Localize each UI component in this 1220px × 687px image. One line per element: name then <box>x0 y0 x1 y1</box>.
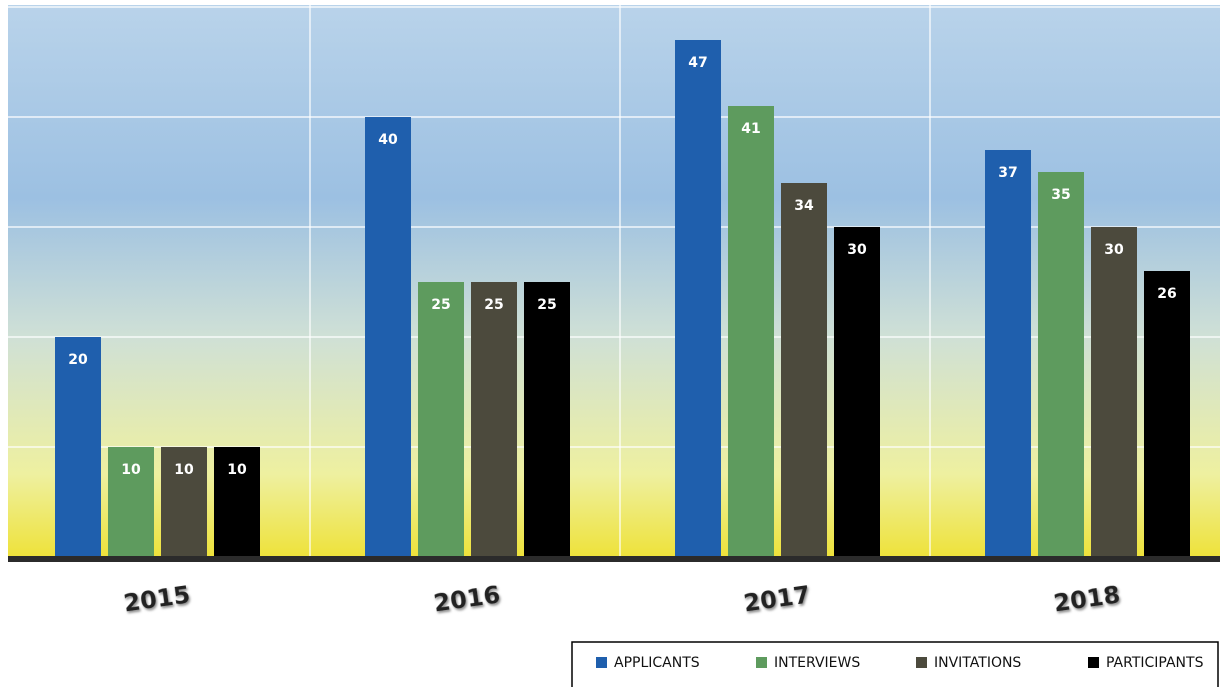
bar <box>365 117 411 557</box>
bar <box>728 106 774 557</box>
legend-swatch <box>596 657 607 668</box>
legend <box>571 641 1219 687</box>
bar <box>985 150 1031 557</box>
value-label: 25 <box>537 297 556 313</box>
value-label: 41 <box>741 121 760 137</box>
value-label: 30 <box>1104 242 1124 258</box>
value-label: 10 <box>121 462 141 478</box>
value-label: 37 <box>998 165 1017 181</box>
legend-label: INVITATIONS <box>934 655 1021 671</box>
legend-label: APPLICANTS <box>614 655 700 671</box>
value-label: 40 <box>378 132 398 148</box>
bar <box>108 447 154 557</box>
value-label: 20 <box>68 352 88 368</box>
legend-swatch <box>756 657 767 668</box>
bar <box>524 282 570 557</box>
bar <box>161 447 207 557</box>
legend-label: PARTICIPANTS <box>1106 655 1204 671</box>
value-label: 26 <box>1157 286 1176 302</box>
bar <box>55 337 101 557</box>
value-label: 47 <box>688 55 707 71</box>
bar <box>1038 172 1084 557</box>
bar <box>471 282 517 557</box>
value-label: 30 <box>847 242 867 258</box>
bar <box>418 282 464 557</box>
value-label: 25 <box>484 297 503 313</box>
baseline <box>8 556 1220 562</box>
x-tick-label: 2015 <box>122 580 192 617</box>
value-label: 10 <box>174 462 194 478</box>
value-label: 34 <box>794 198 814 214</box>
bar <box>834 227 880 557</box>
value-label: 10 <box>227 462 247 478</box>
x-tick-label: 2016 <box>432 580 502 617</box>
value-label: 25 <box>431 297 450 313</box>
bar <box>675 40 721 557</box>
value-label: 35 <box>1051 187 1070 203</box>
x-tick-label: 2017 <box>742 580 812 617</box>
legend-swatch <box>916 657 927 668</box>
bar <box>781 183 827 557</box>
legend-label: INTERVIEWS <box>774 655 860 671</box>
bar <box>1144 271 1190 557</box>
legend-swatch <box>1088 657 1099 668</box>
bar <box>214 447 260 557</box>
bar <box>1091 227 1137 557</box>
x-tick-label: 2018 <box>1052 580 1122 617</box>
